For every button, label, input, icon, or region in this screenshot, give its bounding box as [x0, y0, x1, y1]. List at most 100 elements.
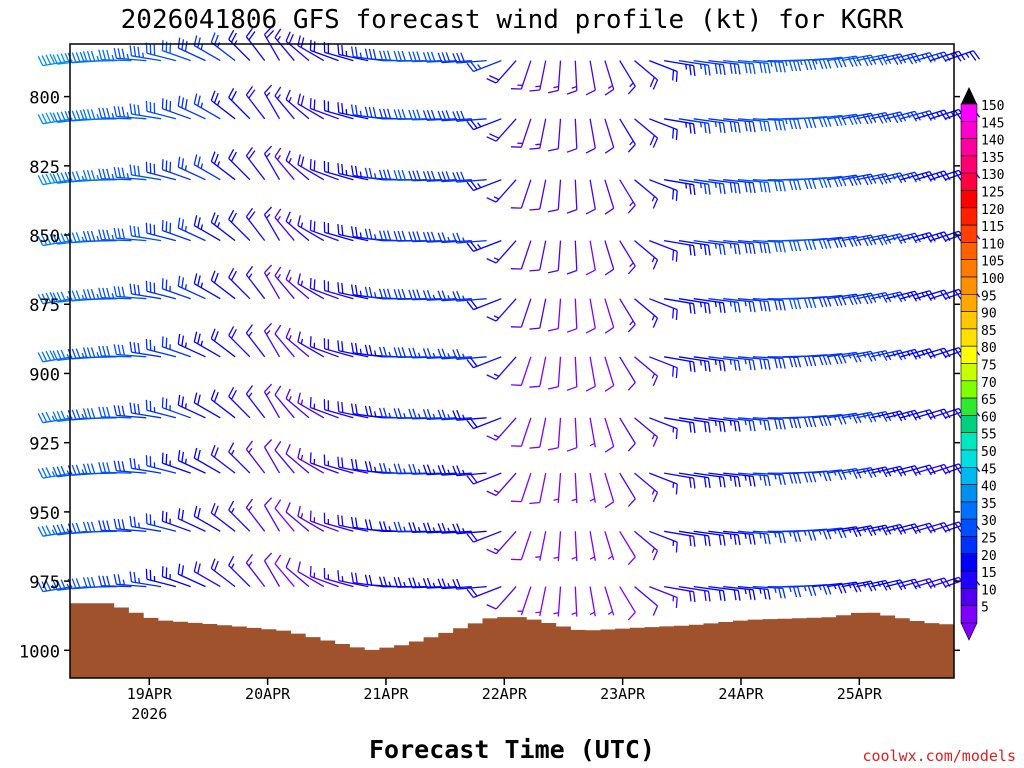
barb-feather — [910, 233, 918, 244]
barb-feather — [364, 519, 369, 530]
barb-feather — [102, 287, 107, 299]
barb-feather — [197, 275, 201, 286]
barb-feather — [386, 50, 392, 61]
barb-feather — [885, 466, 892, 477]
barb-feather — [460, 52, 466, 63]
barb-shaft — [723, 59, 754, 65]
barb-shaft — [885, 523, 916, 532]
barb-feather — [372, 107, 377, 118]
barb-feather — [866, 293, 873, 304]
barb-shaft — [245, 155, 266, 181]
barb-shaft — [574, 298, 578, 329]
barb-half-feather — [230, 449, 235, 456]
wind-barb — [145, 161, 177, 181]
barb-half-feather — [266, 390, 271, 396]
barb-feather — [689, 244, 692, 256]
barb-feather — [722, 244, 726, 256]
barb-shaft — [557, 586, 562, 617]
barb-half-feather — [288, 157, 292, 164]
barb-half-feather — [66, 583, 70, 590]
barb-half-feather — [373, 411, 377, 417]
surface-terrain — [70, 603, 954, 678]
barb-feather — [90, 521, 96, 532]
barb-feather — [547, 447, 559, 451]
barb-shaft — [274, 37, 295, 62]
barb-half-feather — [651, 547, 655, 554]
speed-colorbar: 1501451401351301251201151101051009590858… — [960, 87, 1004, 641]
wind-barb — [566, 240, 578, 275]
barb-shaft — [871, 465, 901, 474]
barb-shaft — [473, 356, 502, 369]
barb-feather — [45, 292, 52, 303]
barb-half-feather — [184, 165, 187, 171]
credit-link[interactable]: coolwx.com/models — [862, 747, 1016, 765]
barb-feather — [807, 472, 813, 483]
wind-barb — [228, 442, 251, 474]
barb-feather — [466, 588, 474, 598]
barb-shaft — [604, 179, 615, 209]
barb-feather — [113, 344, 118, 355]
wind-barb — [885, 523, 921, 535]
barb-feather — [456, 232, 462, 243]
barb-shaft — [263, 391, 281, 419]
colorbar-label: 40 — [981, 480, 997, 495]
barb-feather — [437, 409, 443, 420]
wind-barb — [510, 179, 532, 209]
barb-half-feather — [51, 415, 56, 421]
wind-barb — [885, 578, 921, 590]
barb-shaft — [915, 51, 945, 62]
wind-barb — [566, 298, 578, 333]
barb-feather — [337, 224, 340, 235]
barb-shaft — [915, 463, 945, 474]
barb-feather — [341, 224, 344, 236]
colorbar-label: 70 — [981, 376, 997, 391]
barb-shaft — [131, 293, 162, 300]
barb-feather — [169, 222, 172, 234]
wind-barb — [589, 586, 596, 617]
barb-shaft — [649, 356, 678, 369]
barb-feather — [895, 350, 903, 361]
barb-feather — [102, 107, 107, 119]
wind-barb — [693, 585, 726, 602]
wind-barb — [193, 273, 221, 300]
wind-barb — [161, 566, 191, 588]
wind-barb — [193, 561, 221, 588]
barb-half-feather — [447, 469, 451, 475]
barb-feather — [456, 171, 462, 183]
wind-barb — [263, 84, 281, 120]
barb-half-feather — [462, 527, 466, 534]
barb-feather — [113, 286, 118, 297]
barb-shaft — [619, 530, 636, 558]
wind-barb — [274, 324, 295, 358]
barb-shaft — [871, 523, 901, 532]
barb-feather — [466, 533, 474, 543]
barb-feather — [412, 51, 417, 62]
barb-shaft — [649, 585, 678, 599]
wind-barb — [737, 118, 771, 132]
barb-shaft — [900, 409, 930, 419]
barb-feather — [811, 239, 817, 250]
wind-barb — [708, 356, 741, 371]
barb-feather — [672, 128, 675, 139]
wind-barb — [529, 298, 547, 330]
barb-feather — [145, 338, 148, 350]
barb-feather — [264, 26, 273, 36]
barb-half-feather — [126, 112, 130, 118]
barb-feather — [197, 217, 201, 228]
barb-feather — [763, 588, 767, 600]
barb-feather — [774, 241, 778, 253]
barb-feather — [470, 357, 478, 367]
barb-half-feather — [300, 338, 304, 344]
barb-feather — [899, 579, 907, 590]
barb-shaft — [811, 56, 842, 62]
barb-shaft — [678, 356, 709, 363]
barb-shaft — [310, 575, 339, 588]
barb-feather — [910, 524, 918, 535]
wind-barb — [309, 336, 339, 358]
barb-shaft — [338, 291, 369, 300]
barb-shaft — [146, 52, 177, 62]
wind-barb — [634, 179, 659, 209]
barb-feather — [245, 498, 254, 508]
barb-feather — [401, 169, 407, 181]
wind-barb — [649, 417, 678, 440]
